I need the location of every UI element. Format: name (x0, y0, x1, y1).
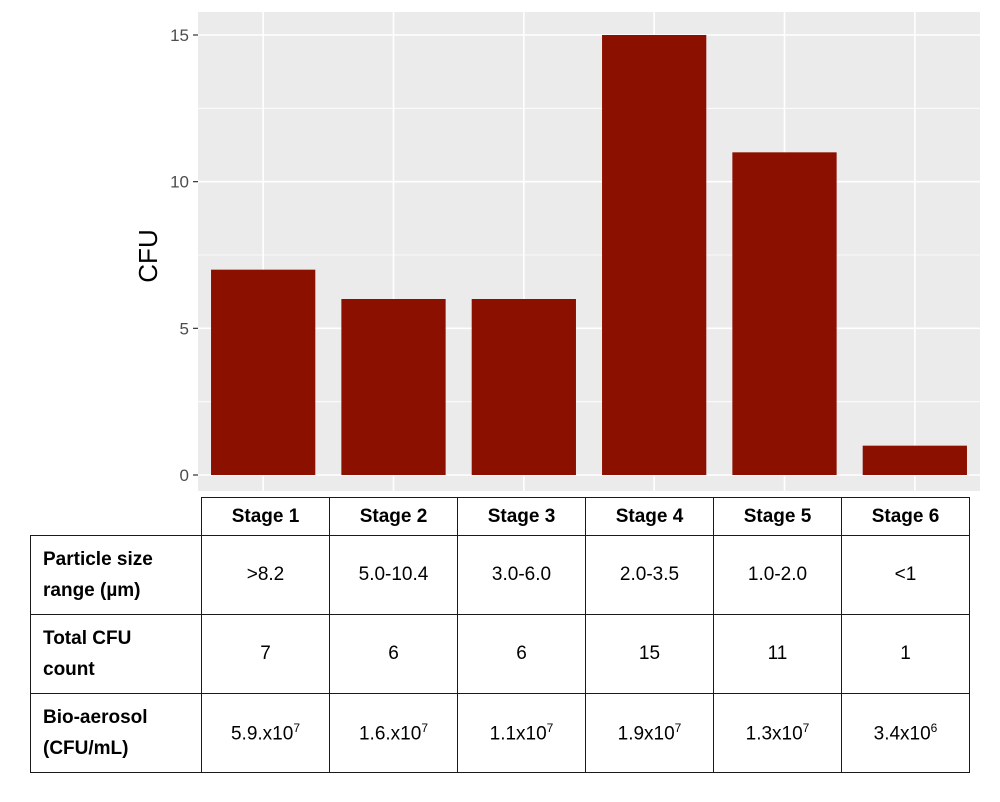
table-cell: 11 (713, 614, 842, 694)
bar-stage-6 (862, 445, 967, 475)
cell-exponent: 7 (421, 720, 428, 735)
table-cell: 1.6.x107 (329, 693, 458, 773)
table-cell: 1 (841, 614, 970, 694)
table-cell: 3.4x106 (841, 693, 970, 773)
row-label-line: (CFU/mL) (43, 738, 129, 759)
cell-value: 3.0-6.0 (491, 564, 552, 585)
table-cell: 2.0-3.5 (585, 535, 714, 615)
y-tick-label: 15 (170, 26, 189, 45)
table-cell: 1.9x107 (585, 693, 714, 773)
cell-value: 1 (900, 643, 911, 664)
cell-value: 15 (638, 643, 661, 664)
cell-exponent: 6 (930, 720, 938, 735)
bar-stage-5 (732, 152, 837, 476)
cell-value: 2.0-3.5 (619, 564, 680, 585)
y-tick-label: 5 (180, 319, 189, 338)
table-cell: 1.1x107 (457, 693, 586, 773)
table-corner-cell (30, 497, 202, 536)
cell-value: 6 (388, 643, 399, 664)
bars (211, 35, 967, 476)
bar-stage-2 (341, 299, 446, 475)
table-cell: 5.0-10.4 (329, 535, 458, 615)
cell-exponent: 7 (674, 720, 682, 735)
table-header-row: Stage 1 Stage 2 Stage 3 Stage 4 Stage 5 Stage… (30, 497, 970, 536)
cell-value: 3.4x10 (873, 723, 931, 745)
cell-exponent: 7 (802, 720, 810, 735)
cell-value: 5.0-10.4 (358, 564, 429, 585)
cell-value: 11 (767, 643, 788, 664)
row-label: Total CFU count (30, 614, 202, 694)
row-label: Bio-aerosol (CFU/mL) (30, 693, 202, 773)
y-tick-label: 0 (180, 466, 189, 485)
cell-value: >8.2 (246, 564, 285, 585)
y-tick-label: 10 (170, 173, 189, 192)
y-axis-ticks (193, 34, 198, 476)
table-cell: 1.3x107 (713, 693, 842, 773)
row-label-line: range (µm) (43, 580, 141, 601)
table-cell: 1.0-2.0 (713, 535, 842, 615)
cell-exponent: 7 (546, 720, 554, 735)
bar-stage-4 (602, 35, 707, 475)
table-cell: 3.0-6.0 (457, 535, 586, 615)
bar-stage-3 (471, 299, 576, 475)
stage-header: Stage 1 (201, 497, 330, 536)
row-label: Particle size range (µm) (30, 535, 202, 615)
table-cell: 6 (457, 614, 586, 694)
table-cell: 7 (201, 614, 330, 694)
stage-data-table: Stage 1 Stage 2 Stage 3 Stage 4 Stage 5 Stage… (30, 497, 970, 773)
cell-value: <1 (894, 564, 917, 585)
y-axis-tick-labels: 0 5 10 15 (170, 26, 189, 485)
cell-value: 1.0-2.0 (747, 564, 808, 585)
y-axis-label: CFU (133, 229, 163, 282)
stage-header: Stage 4 (585, 497, 714, 536)
cell-value: 7 (260, 643, 271, 664)
bar-chart: 0 5 10 15 CFU (133, 12, 980, 491)
cell-value: 1.6.x10 (358, 723, 422, 745)
table-row: Bio-aerosol (CFU/mL) 5.9.x107 1.6.x107 1.1x1… (30, 693, 970, 773)
row-label-line: count (43, 659, 95, 680)
plot-panel (198, 12, 980, 491)
cell-value: 1.3x10 (745, 723, 803, 745)
stage-header: Stage 5 (713, 497, 842, 536)
table-row: Particle size range (µm) >8.2 5.0-10.4 3.0-6… (30, 535, 970, 615)
table-cell: 15 (585, 614, 714, 694)
table-cell: >8.2 (201, 535, 330, 615)
row-label-line: Total CFU (43, 628, 132, 649)
bar-stage-1 (211, 269, 316, 475)
row-label-line: Particle size (43, 549, 153, 570)
cell-value: 1.9x10 (617, 723, 675, 745)
minor-gridlines (198, 107, 980, 403)
table-cell: 5.9.x107 (201, 693, 330, 773)
cell-value: 5.9.x10 (230, 723, 294, 745)
stage-header: Stage 3 (457, 497, 586, 536)
cell-exponent: 7 (293, 720, 300, 735)
cell-value: 6 (516, 643, 527, 664)
stage-header: Stage 6 (841, 497, 970, 536)
row-label-line: Bio-aerosol (43, 707, 148, 728)
table-cell: <1 (841, 535, 970, 615)
table-row: Total CFU count 7 6 6 15 11 1 (30, 614, 970, 694)
cell-value: 1.1x10 (489, 723, 547, 745)
stage-header: Stage 2 (329, 497, 458, 536)
table-cell: 6 (329, 614, 458, 694)
